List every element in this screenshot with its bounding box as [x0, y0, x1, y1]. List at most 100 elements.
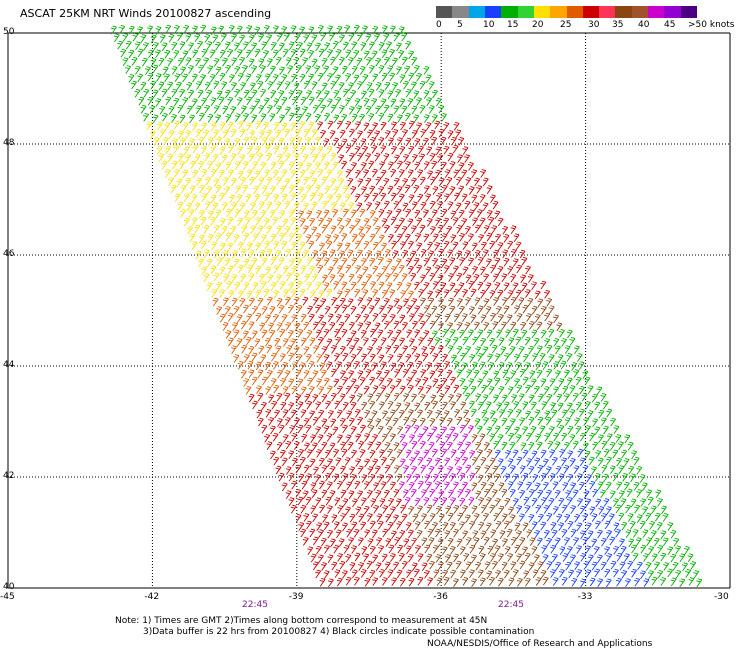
wind-barb [455, 202, 462, 212]
wind-barb [180, 185, 187, 194]
wind-barb [615, 434, 622, 443]
wind-barb [437, 465, 444, 475]
wind-barb [318, 290, 325, 299]
wind-barb [291, 480, 298, 490]
wind-barb [255, 120, 262, 130]
wind-barb [437, 274, 444, 284]
wind-barb [324, 305, 331, 315]
wind-barb [396, 473, 403, 483]
wind-barb [443, 193, 450, 203]
wind-barb [254, 338, 261, 348]
wind-barb [330, 201, 337, 211]
wind-barb [341, 232, 348, 242]
wind-barb [512, 498, 519, 507]
wind-barb [553, 432, 560, 442]
wind-barb [495, 520, 502, 530]
wind-barb [297, 328, 304, 338]
wind-barb [566, 402, 573, 412]
wind-barb [336, 25, 343, 35]
wind-barb [452, 144, 459, 154]
wind-barb [419, 394, 426, 403]
wind-barb [396, 353, 403, 363]
wind-barb [423, 330, 430, 339]
wind-barb [403, 465, 410, 474]
wind-barb [366, 250, 373, 259]
wind-barb [323, 209, 330, 219]
wind-barb [254, 26, 261, 36]
wind-barb [392, 417, 399, 427]
wind-barb [405, 257, 412, 267]
wind-barb [548, 305, 555, 315]
wind-barb [423, 257, 430, 267]
wind-barb [429, 129, 436, 139]
wind-barb [291, 265, 298, 275]
wind-barb [396, 569, 403, 579]
wind-barb [569, 434, 576, 443]
wind-barb [222, 322, 229, 331]
wind-barb [230, 345, 237, 354]
wind-barb [359, 377, 366, 386]
wind-barb [504, 546, 511, 555]
wind-barb [378, 112, 385, 122]
wind-barb [348, 370, 355, 379]
wind-barb [176, 178, 183, 188]
wind-barb [531, 521, 538, 530]
wind-barb [315, 426, 322, 435]
wind-barb [501, 394, 508, 404]
wind-barb [298, 448, 304, 458]
wind-barb [444, 360, 451, 370]
wind-barb [419, 176, 426, 186]
wind-barb [409, 434, 415, 443]
wind-barb [270, 378, 277, 387]
wind-barb [382, 528, 389, 538]
wind-barb [296, 353, 303, 363]
wind-barb [239, 298, 246, 307]
wind-barb [252, 400, 259, 410]
wind-barb [416, 409, 423, 419]
wind-barb [314, 113, 321, 123]
wind-barb [185, 177, 192, 187]
lon-label: -39 [288, 592, 304, 602]
wind-barb [524, 362, 531, 371]
wind-barb [312, 513, 319, 523]
colorbar-swatch [664, 6, 681, 18]
wind-barb [425, 481, 432, 491]
wind-barb [429, 226, 436, 235]
wind-barb [191, 194, 198, 203]
wind-barb [374, 225, 381, 235]
wind-barb [496, 329, 503, 339]
wind-barb [383, 33, 390, 42]
wind-barb [224, 41, 231, 51]
wind-barb [322, 200, 328, 210]
wind-barb [443, 410, 450, 419]
wind-barb [495, 233, 502, 243]
wind-barb [609, 441, 616, 451]
wind-barb [279, 232, 286, 242]
wind-barb [284, 178, 291, 188]
wind-barb [365, 105, 372, 115]
wind-barb [476, 209, 483, 218]
wind-barb [221, 202, 228, 211]
wind-barb [423, 185, 430, 195]
wind-barb [354, 146, 361, 155]
wind-barb [521, 329, 528, 339]
wind-barb [312, 104, 319, 114]
wind-barb [348, 345, 355, 354]
wind-barb [327, 120, 334, 130]
wind-barb [330, 178, 337, 187]
wind-barb [378, 377, 385, 386]
wind-barb [516, 313, 523, 322]
wind-barb [231, 274, 238, 283]
wind-barb [266, 201, 273, 211]
wind-barb [541, 401, 548, 410]
wind-barb [389, 314, 396, 323]
wind-barb [653, 537, 660, 547]
wind-barb [329, 490, 336, 499]
wind-barb [472, 336, 479, 346]
wind-barb [344, 242, 351, 252]
wind-barb [384, 464, 391, 474]
wind-barb [428, 81, 435, 90]
wind-barb [422, 352, 429, 362]
wind-barb [604, 520, 611, 530]
wind-barb [372, 458, 379, 468]
